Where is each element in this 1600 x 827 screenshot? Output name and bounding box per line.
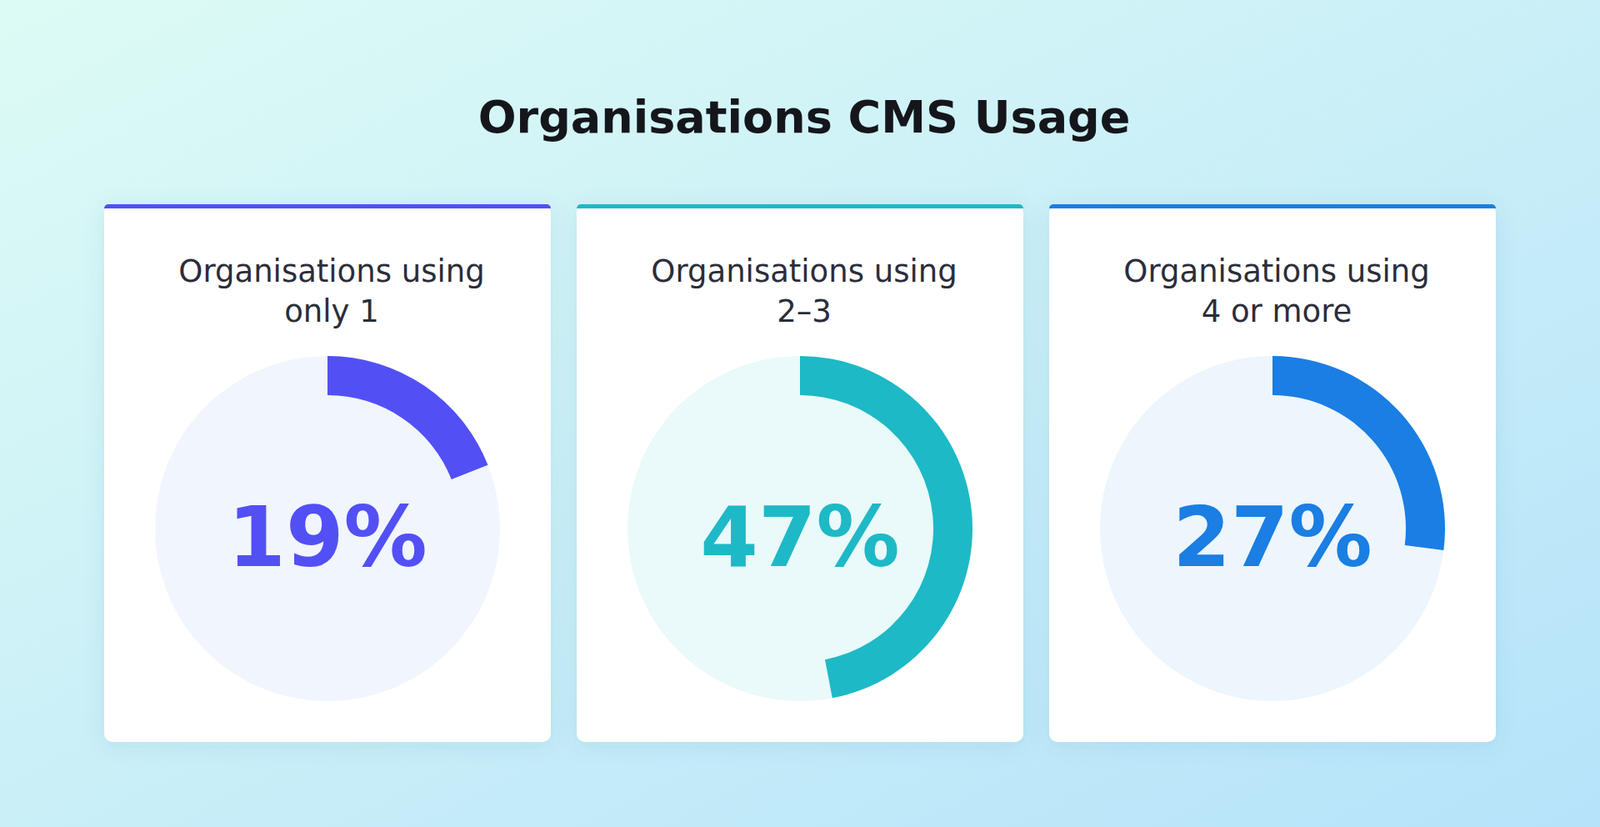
svg-text:4 or more: 4 or more	[1201, 293, 1353, 330]
svg-text:Organisations CMS Usage: Organisations CMS Usage	[478, 90, 1131, 144]
svg-text:Organisations using: Organisations using	[650, 253, 957, 290]
svg-text:Organisations using: Organisations using	[178, 253, 485, 290]
svg-text:19%: 19%	[227, 488, 427, 586]
svg-text:Organisations using: Organisations using	[1123, 253, 1430, 290]
svg-text:only 1: only 1	[284, 293, 380, 330]
svg-text:2–3: 2–3	[776, 293, 832, 330]
svg-text:27%: 27%	[1172, 488, 1372, 586]
svg-text:47%: 47%	[700, 488, 900, 586]
